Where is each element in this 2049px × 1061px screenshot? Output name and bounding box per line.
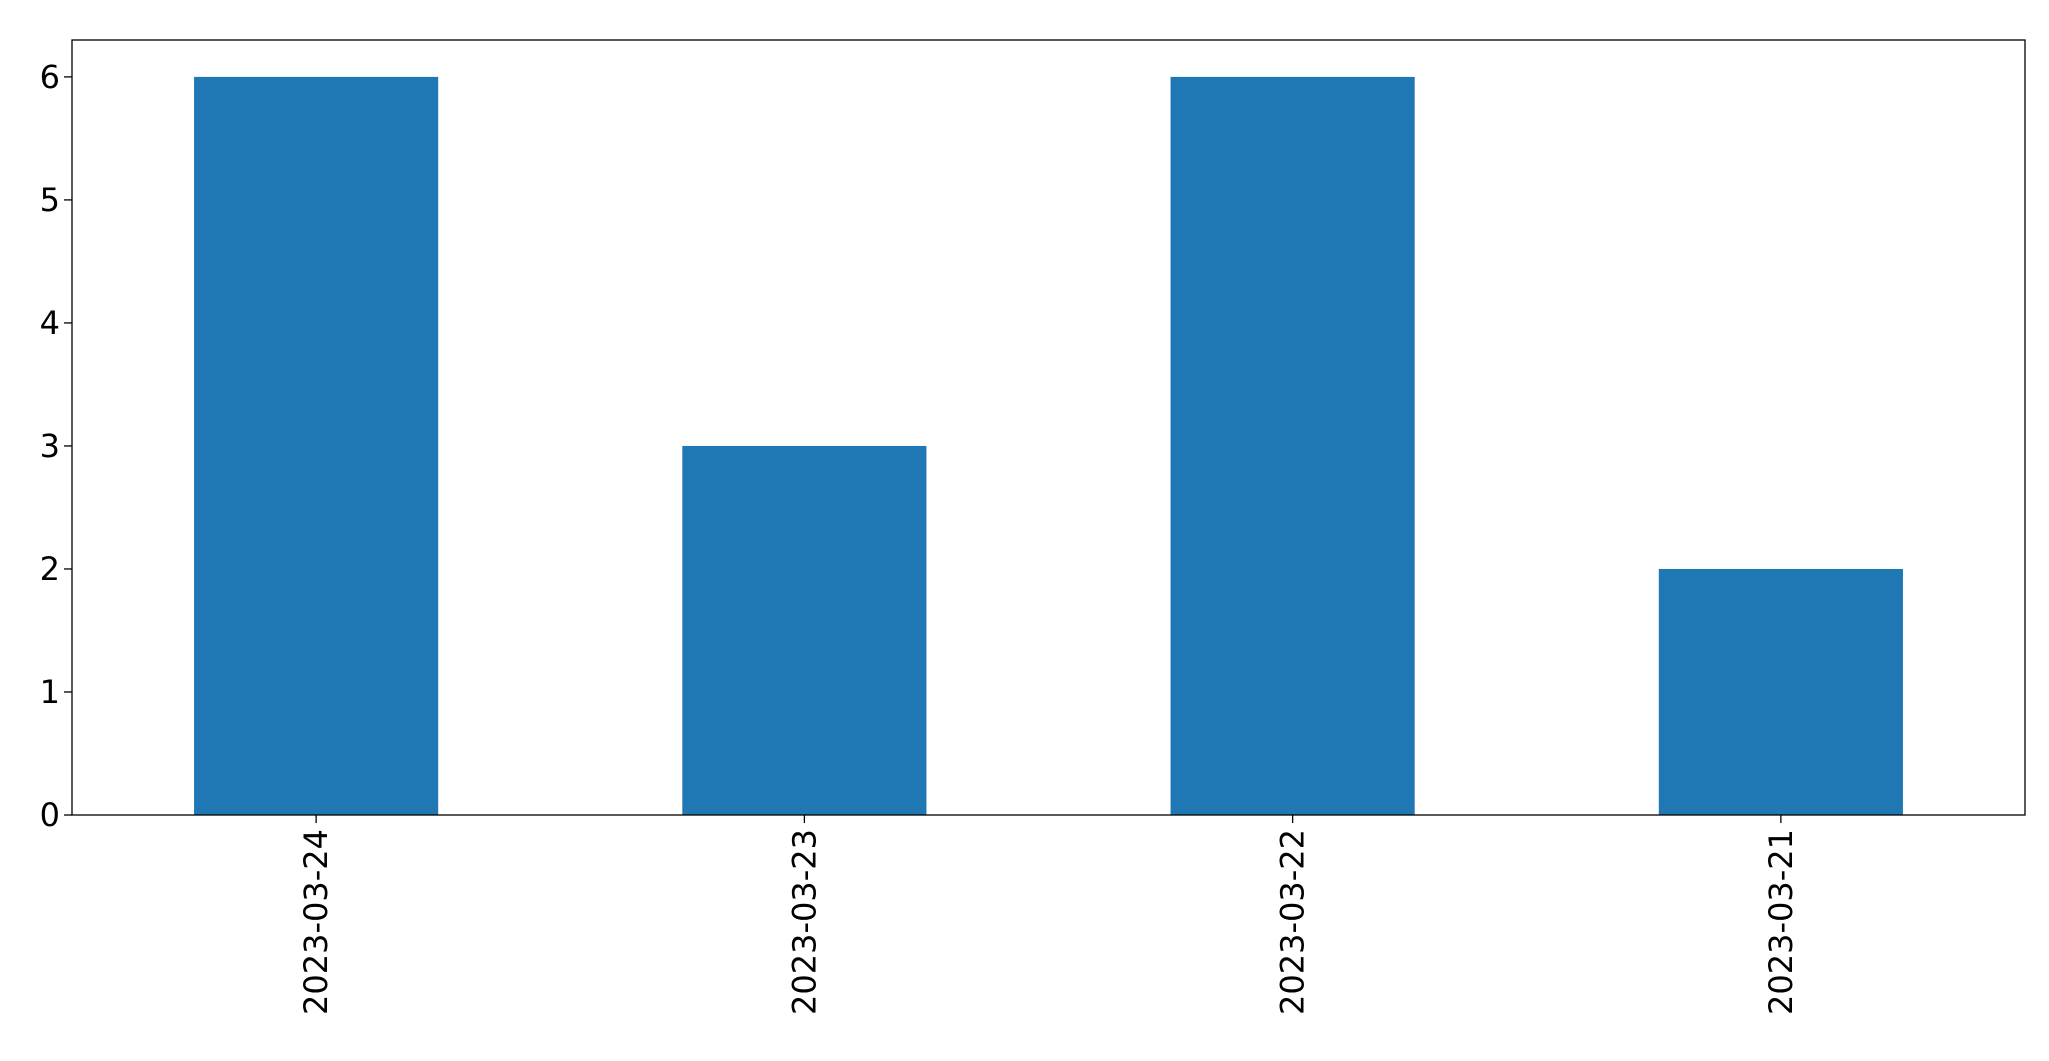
x-tick-label: 2023-03-22 <box>1274 829 1312 1015</box>
y-tick-label: 5 <box>40 181 60 219</box>
bar-2023-03-21 <box>1658 568 1903 815</box>
y-tick-label: 2 <box>40 550 60 588</box>
bar-2023-03-24 <box>194 76 439 815</box>
y-tick-label: 1 <box>40 673 60 711</box>
x-tick-label: 2023-03-21 <box>1762 829 1800 1015</box>
y-tick-label: 4 <box>40 304 60 342</box>
bar-2023-03-23 <box>682 445 927 815</box>
y-tick-label: 6 <box>40 58 60 96</box>
bars-group <box>194 76 1903 815</box>
y-axis: 0 1 2 3 4 5 6 <box>40 58 72 834</box>
x-axis: 2023-03-24 2023-03-23 2023-03-22 2023-03-21 <box>297 815 1800 1015</box>
y-tick-label: 0 <box>40 796 60 834</box>
bar-2023-03-22 <box>1170 76 1415 815</box>
plot-frame <box>71 39 2026 816</box>
x-tick-label: 2023-03-24 <box>297 829 335 1015</box>
y-tick-label: 3 <box>40 427 60 465</box>
x-tick-label: 2023-03-23 <box>785 829 823 1015</box>
